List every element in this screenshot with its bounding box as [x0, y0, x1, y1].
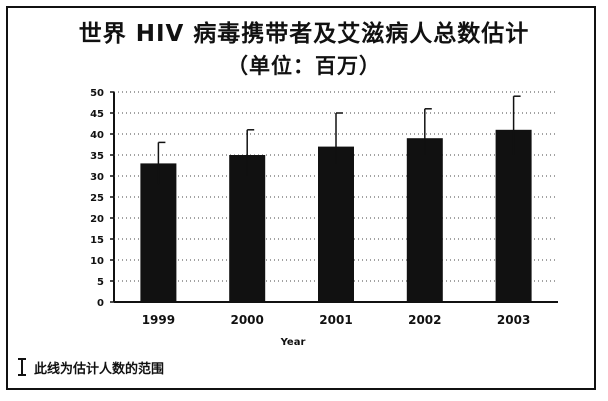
x-tick-label: 2001 — [319, 313, 352, 327]
y-tick-label: 10 — [90, 256, 104, 267]
bar — [229, 155, 266, 302]
x-axis-label: Year — [280, 337, 306, 348]
x-tick-label: 2003 — [497, 313, 530, 327]
y-tick-label: 25 — [90, 193, 104, 204]
bar — [140, 163, 177, 302]
y-tick-label: 30 — [90, 172, 104, 183]
chart-title: 世界 HIV 病毒携带者及艾滋病人总数估计 — [78, 21, 530, 47]
x-tick-label: 2002 — [408, 313, 441, 327]
x-tick-label: 2000 — [230, 313, 263, 327]
bar — [406, 138, 443, 302]
bar — [495, 129, 532, 302]
error-bar-legend-icon — [18, 358, 26, 376]
y-tick-label: 50 — [90, 88, 104, 99]
y-tick-label: 35 — [90, 151, 104, 162]
bar — [318, 146, 354, 302]
y-tick-label: 0 — [97, 298, 104, 309]
y-tick-label: 40 — [90, 130, 104, 141]
x-tick-label: 1999 — [142, 313, 175, 327]
y-tick-label: 5 — [97, 277, 104, 288]
legend-label: 此线为估计人数的范围 — [34, 361, 165, 377]
legend: 此线为估计人数的范围 — [18, 357, 164, 377]
chart-subtitle: （单位：百万） — [227, 54, 381, 78]
y-tick-label: 20 — [90, 214, 104, 225]
y-tick-label: 15 — [90, 235, 104, 246]
y-tick-label: 45 — [90, 109, 104, 120]
